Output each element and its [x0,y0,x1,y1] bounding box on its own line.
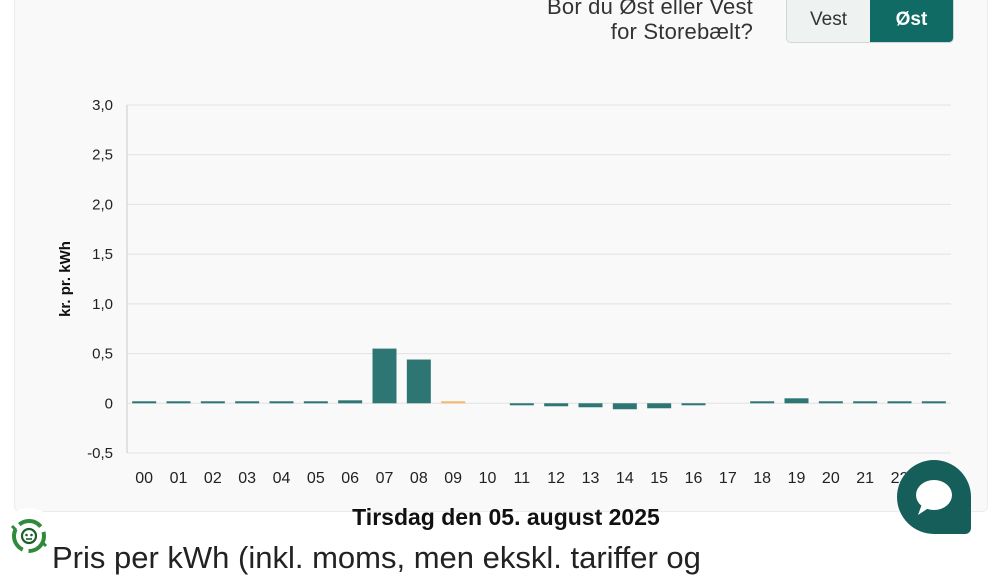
bar-00 [132,401,157,404]
chat-bubble-button[interactable] [897,460,971,534]
bar-13 [578,403,603,408]
bar-16 [681,403,706,406]
bar-11 [509,403,534,406]
x-tick-label: 02 [204,470,222,487]
bar-21 [853,401,878,404]
x-tick-label: 00 [135,470,153,487]
x-tick-label: 09 [444,470,462,487]
region-option-vest[interactable]: Vest [787,0,870,42]
region-option-ost[interactable]: Øst [870,0,953,42]
x-tick-label: 18 [753,470,771,487]
x-tick-label: 10 [479,470,497,487]
chat-bubble-icon [916,480,952,515]
y-tick-label: 1,5 [92,246,113,263]
x-tick-label: 06 [341,470,359,487]
bar-05 [303,401,328,404]
region-question-line2: for Storebælt? [610,19,753,44]
region-question: Bor du Øst eller Vest for Storebælt? [547,0,753,44]
x-tick-label: 01 [170,470,188,487]
x-tick-label: 20 [822,470,840,487]
bar-07 [372,348,397,404]
bar-18 [750,401,775,404]
x-tick-label: 17 [719,470,737,487]
x-tick-label: 13 [582,470,600,487]
y-tick-label: 2,0 [92,196,113,213]
bar-15 [647,403,672,409]
x-tick-label: 21 [856,470,874,487]
bar-20 [818,401,843,404]
y-tick-label: 2,5 [92,147,113,164]
x-tick-label: 08 [410,470,428,487]
y-tick-label: 0 [105,395,113,412]
x-tick-label: 11 [514,470,531,487]
bar-04 [269,401,294,404]
region-question-line1: Bor du Øst eller Vest [547,0,753,19]
x-tick-label: 03 [238,470,256,487]
y-tick-label: 0,5 [92,346,113,363]
x-tick-label: 14 [616,470,634,487]
price-description-text: Pris per kWh (inkl. moms, men ekskl. tar… [52,540,701,575]
x-tick-label: 04 [273,470,291,487]
x-tick-label: 12 [547,470,565,487]
chart-date-title: Tirsdag den 05. august 2025 [352,504,660,530]
y-tick-label: 1,0 [92,296,113,313]
bar-23 [921,401,946,404]
y-axis-label: kr. pr. kWh [57,241,74,317]
x-tick-label: 05 [307,470,325,487]
bar-14 [612,403,637,410]
region-toggle[interactable]: Vest Øst [786,0,954,43]
plug-leaf-logo-icon [2,508,56,562]
y-tick-label: 3,0 [92,97,113,114]
chart-card [14,0,988,512]
bar-03 [235,401,260,404]
x-tick-label: 19 [788,470,806,487]
y-tick-label: -0,5 [87,445,113,462]
bar-19 [784,398,809,404]
x-tick-label: 07 [376,470,394,487]
bar-01 [166,401,191,404]
x-tick-label: 16 [685,470,703,487]
bar-02 [200,401,225,404]
x-tick-label: 15 [650,470,668,487]
bar-06 [338,400,363,404]
bar-08 [406,359,431,404]
bar-12 [544,403,569,407]
price-bar-chart: 3,0 2,5 2,0 1,5 1,0 0,5 0 -0,5 kr. pr. kWh 00 01 02… [57,97,951,487]
bar-22 [887,401,912,404]
bar-09 [441,401,466,404]
